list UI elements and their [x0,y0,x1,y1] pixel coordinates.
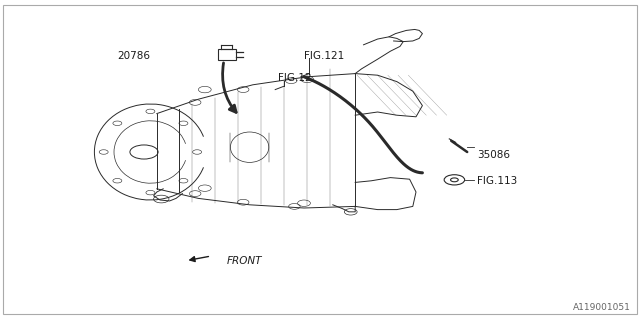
Text: A119001051: A119001051 [573,303,630,312]
Text: 35086: 35086 [477,150,510,160]
Text: 20786: 20786 [117,51,150,61]
Text: FRONT: FRONT [227,256,262,266]
Bar [218,49,236,60]
Text: FIG.113: FIG.113 [477,176,517,186]
Text: FIG.121: FIG.121 [304,51,344,61]
Text: FIG.12: FIG.12 [278,73,312,84]
